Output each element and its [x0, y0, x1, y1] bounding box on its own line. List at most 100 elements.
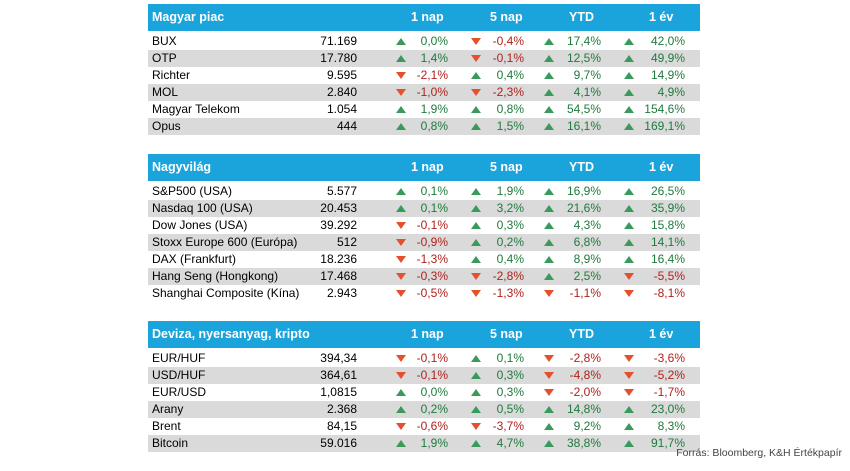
- change-cell: 8,9%: [544, 251, 601, 268]
- change-value: 169,1%: [644, 119, 685, 133]
- column-header: YTD: [569, 160, 594, 174]
- instrument-value: 1.054: [326, 102, 357, 116]
- triangle-up-icon: [544, 55, 554, 62]
- section-2: Deviza, nyersanyag, kripto 1 nap 5 nap YTD 1…: [148, 321, 700, 452]
- instrument-name: Nasdaq 100 (USA): [152, 201, 253, 215]
- change-cell: 17,4%: [544, 33, 601, 50]
- change-cell: -2,8%: [544, 350, 601, 367]
- section-header: Nagyvilág 1 nap 5 nap YTD 1 év: [148, 154, 700, 183]
- change-cell: 1,9%: [471, 183, 524, 200]
- instrument-name: Arany: [152, 402, 184, 416]
- change-value: -1,7%: [653, 385, 685, 399]
- triangle-up-icon: [544, 38, 554, 45]
- change-cell: 0,4%: [471, 251, 524, 268]
- instrument-name: Stoxx Europe 600 (Európa): [152, 235, 298, 249]
- triangle-up-icon: [471, 222, 481, 229]
- instrument-name: DAX (Frankfurt): [152, 252, 237, 266]
- change-value: 0,3%: [496, 218, 524, 232]
- instrument-value: 20.453: [320, 201, 357, 215]
- triangle-up-icon: [624, 239, 634, 246]
- column-header: YTD: [569, 327, 594, 341]
- change-cell: -5,5%: [624, 268, 685, 285]
- change-value: 2,5%: [573, 269, 601, 283]
- instrument-name: Opus: [152, 119, 181, 133]
- triangle-up-icon: [544, 188, 554, 195]
- triangle-down-icon: [396, 290, 406, 297]
- instrument-name: OTP: [152, 51, 177, 65]
- change-cell: 4,1%: [544, 84, 601, 101]
- change-cell: 12,5%: [544, 50, 601, 67]
- triangle-down-icon: [396, 89, 406, 96]
- change-value: 0,1%: [420, 184, 448, 198]
- instrument-value: 17.780: [320, 51, 357, 65]
- table-row: Brent 84,15 -0,6% -3,7% 9,2% 8,3%: [148, 418, 700, 435]
- change-value: 91,7%: [650, 436, 685, 450]
- change-cell: -0,6%: [396, 418, 448, 435]
- section-title: Nagyvilág: [152, 160, 212, 174]
- change-cell: 42,0%: [624, 33, 685, 50]
- change-cell: -4,8%: [544, 367, 601, 384]
- change-cell: 154,6%: [624, 101, 685, 118]
- triangle-up-icon: [471, 72, 481, 79]
- change-value: 0,3%: [496, 368, 524, 382]
- triangle-down-icon: [544, 372, 554, 379]
- change-cell: -0,1%: [471, 50, 524, 67]
- change-cell: 8,3%: [624, 418, 685, 435]
- triangle-down-icon: [471, 55, 481, 62]
- instrument-name: USD/HUF: [152, 368, 206, 382]
- instrument-name: Hang Seng (Hongkong): [152, 269, 279, 283]
- change-cell: 14,9%: [624, 67, 685, 84]
- change-value: 0,5%: [496, 402, 524, 416]
- change-value: 154,6%: [644, 102, 685, 116]
- change-cell: -0,4%: [471, 33, 524, 50]
- change-value: 0,2%: [420, 402, 448, 416]
- triangle-down-icon: [471, 273, 481, 280]
- change-value: -0,9%: [416, 235, 448, 249]
- triangle-up-icon: [624, 72, 634, 79]
- change-value: 16,9%: [566, 184, 601, 198]
- triangle-down-icon: [471, 290, 481, 297]
- triangle-up-icon: [471, 106, 481, 113]
- change-value: -0,4%: [492, 34, 524, 48]
- table-row: BUX 71.169 0,0% -0,4% 17,4% 42,0%: [148, 33, 700, 50]
- change-value: 0,8%: [420, 119, 448, 133]
- change-value: -1,3%: [416, 252, 448, 266]
- table-row: Shanghai Composite (Kína) 2.943 -0,5% -1,3%…: [148, 285, 700, 302]
- triangle-up-icon: [396, 188, 406, 195]
- change-value: 1,9%: [420, 102, 448, 116]
- triangle-down-icon: [396, 372, 406, 379]
- change-value: 14,8%: [566, 402, 601, 416]
- triangle-up-icon: [624, 423, 634, 430]
- instrument-name: EUR/HUF: [152, 351, 206, 365]
- triangle-up-icon: [624, 89, 634, 96]
- triangle-down-icon: [624, 389, 634, 396]
- triangle-up-icon: [624, 440, 634, 447]
- change-cell: 35,9%: [624, 200, 685, 217]
- change-cell: 0,0%: [396, 384, 448, 401]
- change-cell: 0,3%: [471, 367, 524, 384]
- change-cell: 0,3%: [471, 384, 524, 401]
- triangle-up-icon: [396, 205, 406, 212]
- triangle-down-icon: [624, 273, 634, 280]
- change-cell: -3,7%: [471, 418, 524, 435]
- table-row: Nasdaq 100 (USA) 20.453 0,1% 3,2% 21,6% 35,9%: [148, 200, 700, 217]
- column-header: 5 nap: [490, 327, 523, 341]
- triangle-up-icon: [471, 406, 481, 413]
- change-value: 6,8%: [573, 235, 601, 249]
- triangle-up-icon: [396, 123, 406, 130]
- change-value: 1,9%: [420, 436, 448, 450]
- change-cell: -0,1%: [396, 350, 448, 367]
- change-value: 23,0%: [650, 402, 685, 416]
- instrument-name: Bitcoin: [152, 436, 189, 450]
- instrument-value: 512: [336, 235, 357, 249]
- triangle-up-icon: [624, 188, 634, 195]
- change-cell: 9,7%: [544, 67, 601, 84]
- change-value: -2,8%: [492, 269, 524, 283]
- change-value: -1,1%: [569, 286, 601, 300]
- change-value: -3,7%: [492, 419, 524, 433]
- change-cell: 1,9%: [396, 101, 448, 118]
- change-cell: 16,9%: [544, 183, 601, 200]
- triangle-up-icon: [471, 205, 481, 212]
- change-value: -5,2%: [653, 368, 685, 382]
- triangle-down-icon: [544, 389, 554, 396]
